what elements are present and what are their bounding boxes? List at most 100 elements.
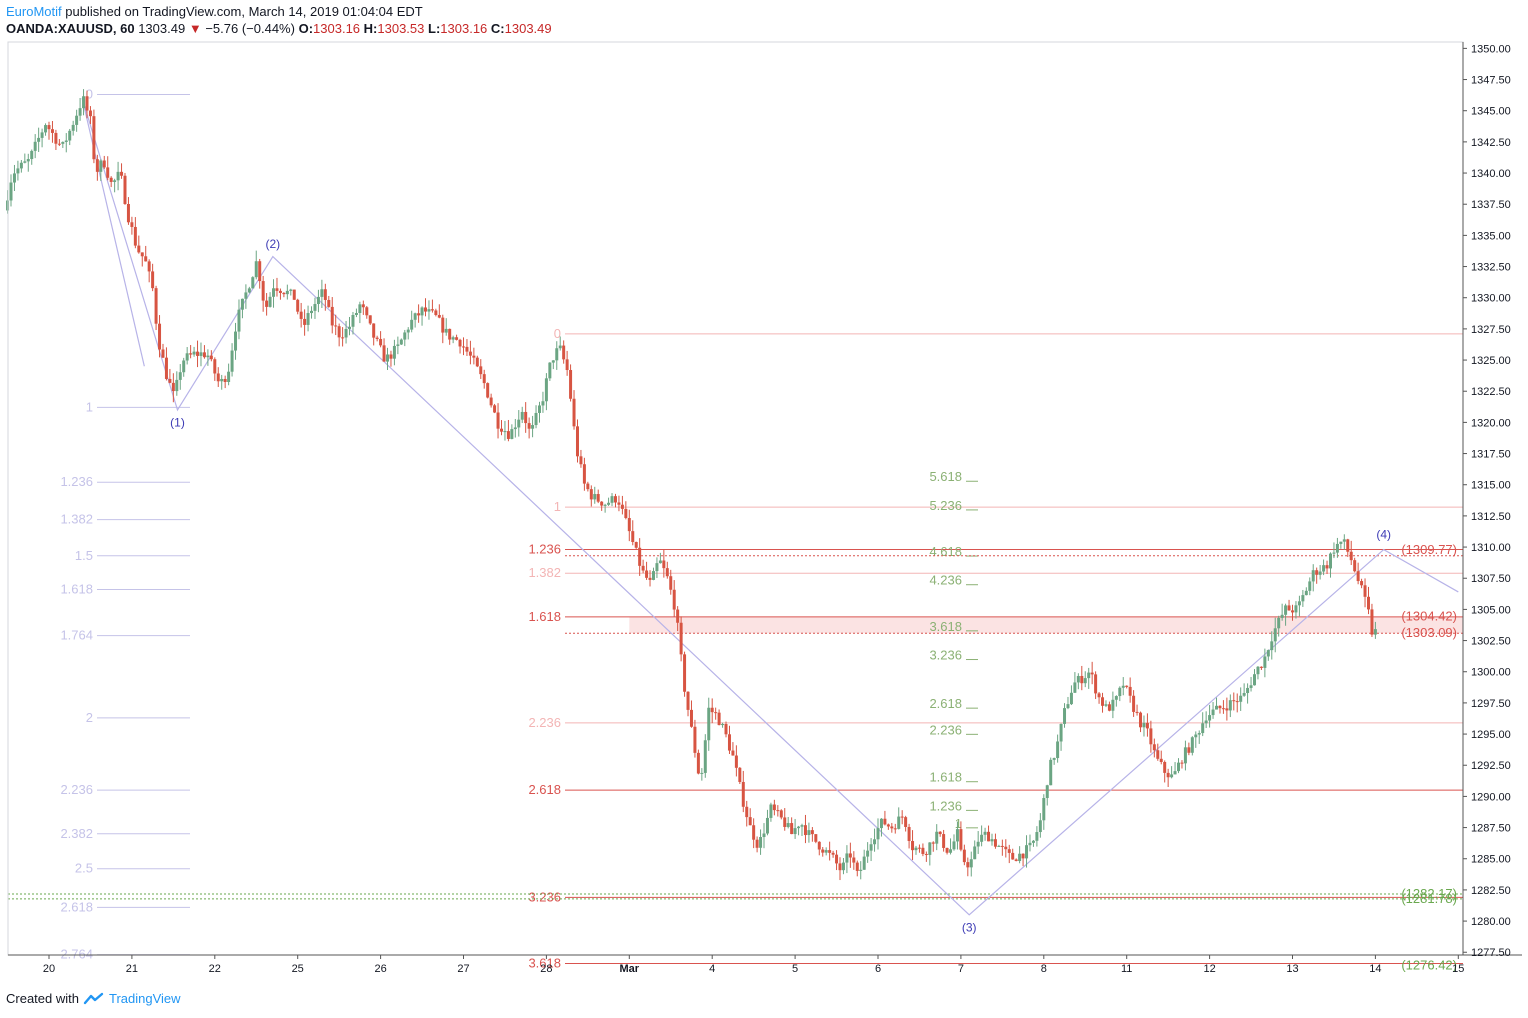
symbol-label: OANDA:XAUUSD, 60 — [6, 21, 135, 36]
candle-body — [776, 810, 780, 812]
candle-body — [441, 317, 445, 333]
candle-body — [1025, 845, 1029, 859]
time-tick-label: 21 — [126, 963, 138, 975]
candle-body — [683, 654, 687, 692]
elliott-wave-line — [81, 98, 1459, 916]
candle-body — [178, 372, 182, 380]
candle-body — [548, 362, 552, 379]
candle-body — [537, 405, 541, 413]
candle-body — [1356, 571, 1360, 582]
candle-body — [57, 143, 61, 145]
candle-body — [88, 110, 92, 117]
time-tick-label: 25 — [292, 963, 304, 975]
candle-body — [95, 159, 99, 172]
candle-body — [493, 405, 497, 413]
candle-body — [1218, 705, 1222, 709]
time-tick-label: 11 — [1121, 963, 1132, 975]
candle-body — [1253, 674, 1257, 686]
price-tick-label: 1342.50 — [1471, 137, 1511, 149]
candle-body — [852, 857, 856, 863]
candle-body — [102, 160, 106, 168]
candle-body — [327, 299, 331, 307]
candle-body — [75, 115, 79, 125]
candle-body — [1297, 601, 1301, 606]
candle-body — [399, 339, 403, 345]
candle-body — [845, 853, 849, 863]
candle-body — [524, 411, 528, 424]
candle-body — [1038, 820, 1042, 833]
candle-body — [727, 734, 731, 751]
fib-left-label: 1.618 — [60, 581, 93, 596]
candle-body — [1014, 859, 1018, 862]
candle-body — [1145, 722, 1149, 729]
fib-mid-label: 2.236 — [528, 715, 561, 730]
candle-body — [817, 841, 821, 850]
price-tick-label: 1287.50 — [1471, 823, 1511, 835]
candle-body — [1190, 737, 1194, 753]
candle-body — [202, 352, 206, 358]
candle-body — [1311, 570, 1315, 582]
candle-body — [1322, 565, 1326, 572]
candle-body — [634, 542, 638, 548]
time-tick-label: 12 — [1203, 963, 1215, 975]
candle-body — [689, 709, 693, 727]
candle-body — [966, 862, 970, 868]
price-tick-label: 1300.00 — [1471, 667, 1511, 679]
author-link[interactable]: EuroMotif — [6, 4, 62, 19]
candle-body — [1201, 723, 1205, 734]
candle-body — [914, 847, 918, 851]
price-tick-label: 1335.00 — [1471, 230, 1511, 242]
candle-body — [182, 360, 186, 373]
candle-body — [247, 288, 251, 293]
tradingview-brand[interactable]: TradingView — [108, 991, 181, 1006]
wave-label: (1) — [170, 415, 185, 429]
candle-body — [251, 277, 255, 289]
candle-body — [714, 712, 718, 714]
candle-body — [942, 834, 946, 848]
candle-body — [23, 161, 27, 163]
candle-body — [876, 828, 880, 840]
open-label: O: — [298, 21, 314, 36]
candle-body — [935, 831, 939, 844]
candle-body — [1149, 728, 1153, 745]
price-tick-label: 1330.00 — [1471, 293, 1511, 305]
candle-body — [358, 304, 362, 314]
candle-body — [265, 300, 269, 307]
candle-body — [869, 844, 873, 851]
candle-body — [1335, 543, 1339, 553]
candle-body — [624, 508, 628, 519]
candle-body — [475, 357, 479, 367]
candle-body — [679, 622, 683, 655]
candle-body — [1235, 701, 1239, 703]
wave-label: (2) — [265, 237, 280, 251]
candle-body — [638, 547, 642, 566]
candle-body — [151, 271, 155, 289]
candle-body — [54, 132, 58, 144]
fib-left-label: 0 — [86, 87, 93, 102]
candle-body — [600, 501, 604, 506]
candle-body — [755, 839, 759, 848]
candle-body — [952, 841, 956, 850]
fib-left-label: 2.5 — [75, 861, 93, 876]
price-tick-label: 1322.50 — [1471, 386, 1511, 398]
candle-body — [893, 828, 897, 830]
candle-body — [372, 323, 376, 338]
candle-body — [731, 750, 735, 756]
fib-left-label: 1.5 — [75, 548, 93, 563]
candle-body — [783, 817, 787, 827]
candle-body — [237, 309, 241, 332]
candle-body — [676, 609, 680, 623]
price-level-label: (1304.42) — [1401, 609, 1457, 624]
price-level-label: (1309.77) — [1401, 542, 1457, 557]
candle-body — [1370, 609, 1374, 635]
candle-body — [569, 370, 573, 399]
candle-body — [531, 425, 535, 429]
candle-body — [1080, 675, 1084, 684]
candle-body — [1221, 708, 1225, 710]
candle-body — [582, 464, 586, 484]
candle-body — [137, 245, 141, 253]
price-tick-label: 1312.50 — [1471, 511, 1511, 523]
candle-body — [1284, 605, 1288, 615]
candle-body — [1063, 708, 1067, 724]
